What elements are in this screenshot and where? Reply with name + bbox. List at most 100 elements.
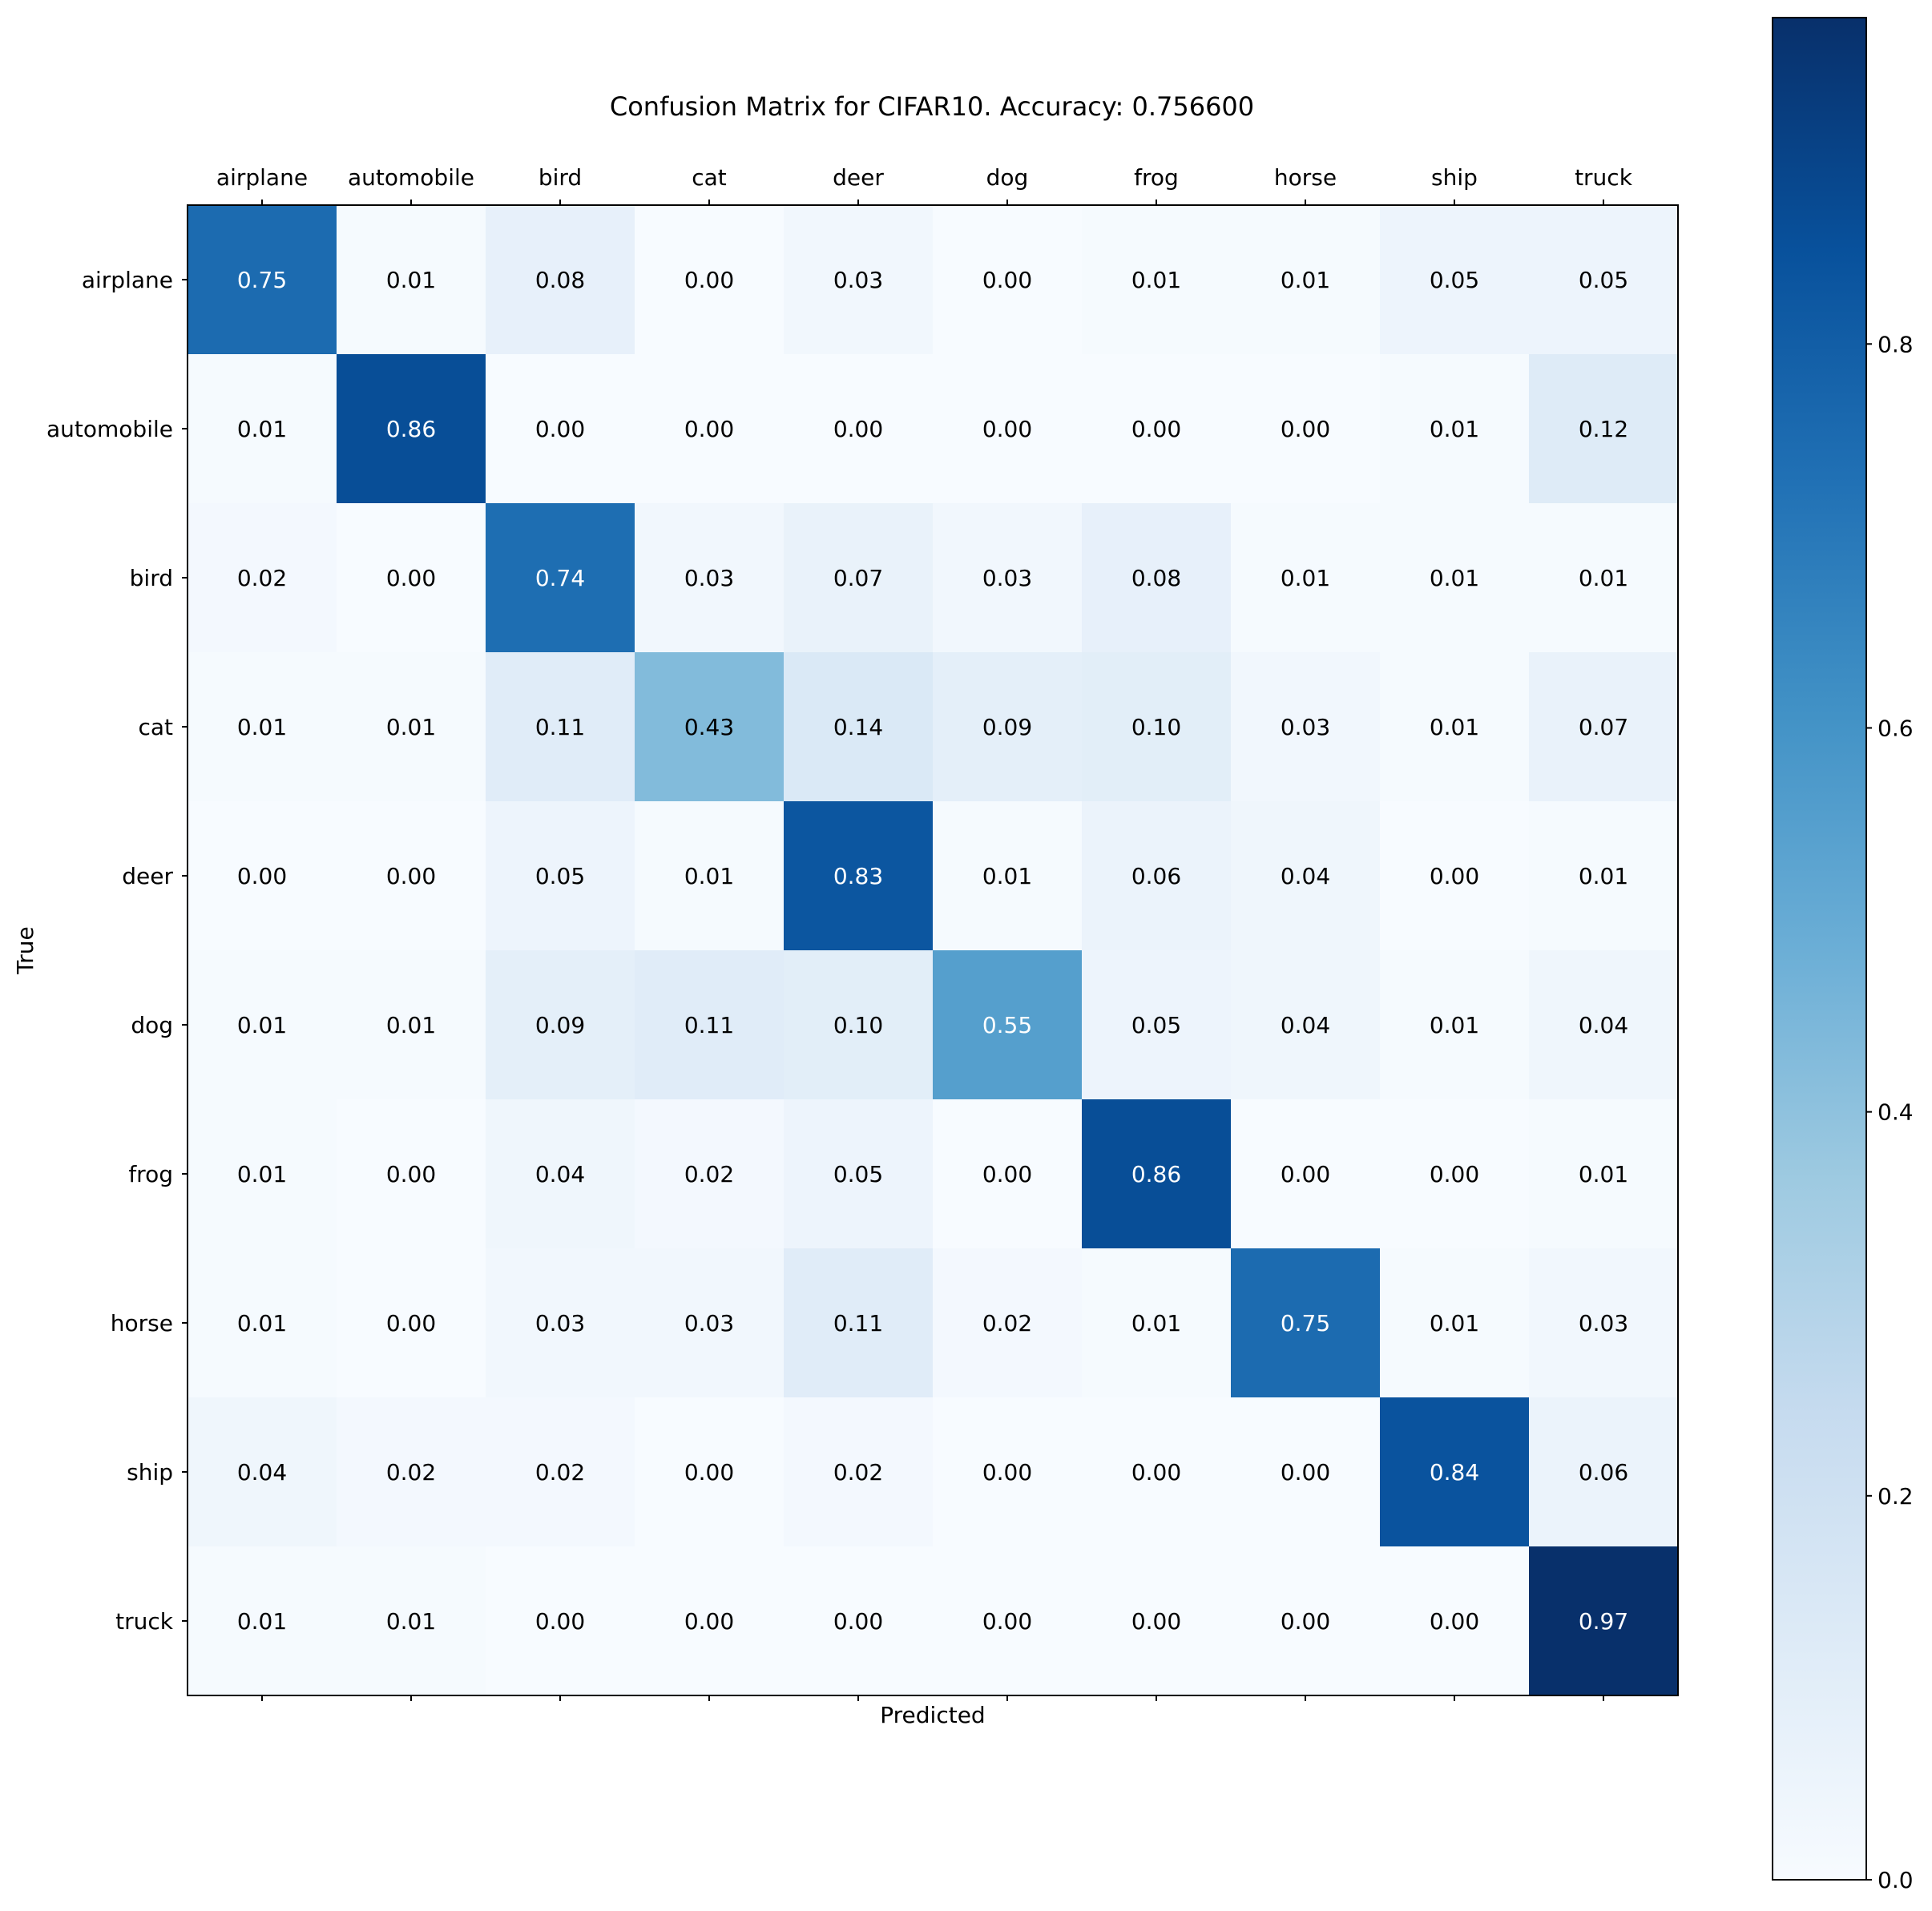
cell-value-label: 0.00: [1131, 1608, 1181, 1635]
y-axis-label: True: [12, 926, 38, 974]
cell-value-label: 0.12: [1579, 416, 1628, 442]
heatmap-cell-dog-automobile: [337, 950, 486, 1100]
heatmap-cell-deer-airplane: [188, 801, 337, 951]
cell-value-label: 0.01: [1430, 714, 1479, 740]
cell-value-label: 0.00: [1430, 1161, 1479, 1187]
cell-value-label: 0.02: [386, 1459, 436, 1486]
heatmap-cell-airplane-frog: [1082, 205, 1232, 355]
heatmap-cell-ship-airplane: [188, 1397, 337, 1547]
heatmap-cell-automobile-dog: [933, 354, 1083, 504]
colorbar-tick-label: 0.6: [1878, 715, 1914, 741]
cell-value-label: 0.06: [1579, 1459, 1628, 1486]
y-tick-label: truck: [115, 1608, 174, 1635]
x-tick-label: truck: [1575, 164, 1633, 191]
colorbar-tick-label: 0.4: [1878, 1099, 1914, 1126]
heatmap-cell-airplane-horse: [1231, 205, 1381, 355]
cell-value-label: 0.01: [1281, 565, 1330, 591]
colorbar-ticks: 0.0 0.2 0.4 0.6 0.8: [1866, 331, 1914, 1893]
heatmap-cell-automobile-automobile: [337, 354, 486, 504]
heatmap-cell-cat-horse: [1231, 652, 1381, 802]
cell-value-label: 0.14: [833, 714, 883, 740]
cell-value-label: 0.03: [1579, 1310, 1628, 1336]
heatmap-cell-horse-frog: [1082, 1248, 1232, 1398]
y-axis-ticks: airplane automobile bird cat deer dog frog hors…: [46, 267, 188, 1635]
heatmap-cell-truck-ship: [1380, 1546, 1530, 1696]
heatmap-cell-horse-automobile: [337, 1248, 486, 1398]
heatmap-cell-airplane-bird: [486, 205, 635, 355]
heatmap-cell-automobile-ship: [1380, 354, 1530, 504]
cell-value-label: 0.00: [684, 416, 734, 442]
heatmap-cell-horse-airplane: [188, 1248, 337, 1398]
cell-value-label: 0.02: [535, 1459, 585, 1486]
heatmap-cell-dog-truck: [1529, 950, 1679, 1100]
heatmap-cell-truck-airplane: [188, 1546, 337, 1696]
heatmap-cell-cat-deer: [784, 652, 934, 802]
heatmap-cell-automobile-frog: [1082, 354, 1232, 504]
cell-value-label: 0.02: [982, 1310, 1032, 1336]
heatmap-cell-ship-bird: [486, 1397, 635, 1547]
heatmap-cell-bird-frog: [1082, 503, 1232, 653]
cell-value-label: 0.10: [1131, 714, 1181, 740]
cell-value-label: 0.01: [386, 714, 436, 740]
cell-value-label: 0.01: [237, 416, 287, 442]
heatmap-cell-frog-cat: [635, 1099, 784, 1249]
cell-value-label: 0.02: [833, 1459, 883, 1486]
heatmap-cell-cat-ship: [1380, 652, 1530, 802]
cell-value-label: 0.00: [833, 1608, 883, 1635]
cell-value-label: 0.01: [237, 1310, 287, 1336]
heatmap-cell-horse-bird: [486, 1248, 635, 1398]
heatmap-cell-deer-truck: [1529, 801, 1679, 951]
heatmap-cell-bird-deer: [784, 503, 934, 653]
cell-value-label: 0.04: [1281, 863, 1330, 889]
cell-value-label: 0.75: [237, 267, 287, 293]
heatmap-cell-automobile-horse: [1231, 354, 1381, 504]
heatmap-cell-deer-automobile: [337, 801, 486, 951]
heatmap-cell-deer-deer: [784, 801, 934, 951]
x-axis-ticks: airplane automobile bird cat deer dog frog hors…: [216, 164, 1633, 1701]
plot-frame: [187, 204, 1679, 1696]
heatmap-cell-airplane-ship: [1380, 205, 1530, 355]
heatmap-cell-bird-dog: [933, 503, 1083, 653]
cell-value-label: 0.03: [684, 1310, 734, 1336]
heatmap-cell-airplane-airplane: [188, 205, 337, 355]
y-tick-label: bird: [130, 565, 173, 591]
cell-value-label: 0.55: [982, 1012, 1032, 1038]
heatmap-cell-automobile-airplane: [188, 354, 337, 504]
cell-value-label: 0.06: [1131, 863, 1181, 889]
x-tick-label: cat: [692, 164, 727, 191]
heatmap-cell-frog-dog: [933, 1099, 1083, 1249]
cell-value-label: 0.00: [833, 416, 883, 442]
cell-value-label: 0.00: [1281, 1459, 1330, 1486]
heatmap-cell-bird-cat: [635, 503, 784, 653]
cell-value-label: 0.01: [1430, 1012, 1479, 1038]
cell-value-label: 0.86: [386, 416, 436, 442]
heatmap-cell-bird-horse: [1231, 503, 1381, 653]
y-tick-label: ship: [127, 1459, 173, 1486]
cell-value-label: 0.05: [1579, 267, 1628, 293]
cell-value-label: 0.00: [1281, 1161, 1330, 1187]
x-tick-label: automobile: [348, 164, 474, 191]
cell-value-label: 0.03: [535, 1310, 585, 1336]
cell-value-label: 0.00: [982, 416, 1032, 442]
cell-value-label: 0.00: [684, 1608, 734, 1635]
heatmap-cell-horse-dog: [933, 1248, 1083, 1398]
heatmap-cell-bird-automobile: [337, 503, 486, 653]
cell-value-label: 0.00: [982, 1608, 1032, 1635]
cell-value-label: 0.03: [833, 267, 883, 293]
y-tick-label: airplane: [82, 267, 173, 293]
cell-value-label: 0.01: [386, 1608, 436, 1635]
heatmap-cell-truck-cat: [635, 1546, 784, 1696]
heatmap-cell-truck-automobile: [337, 1546, 486, 1696]
x-tick-label: deer: [833, 164, 884, 191]
cell-value-label: 0.75: [1281, 1310, 1330, 1336]
cell-value-label: 0.00: [237, 863, 287, 889]
cell-value-label: 0.00: [1131, 416, 1181, 442]
heatmap-cell-frog-ship: [1380, 1099, 1530, 1249]
heatmap-cell-dog-airplane: [188, 950, 337, 1100]
cell-value-label: 0.86: [1131, 1161, 1181, 1187]
cell-value-label: 0.09: [982, 714, 1032, 740]
cell-value-label: 0.03: [1281, 714, 1330, 740]
cell-value-label: 0.01: [386, 267, 436, 293]
colorbar-tick-label: 0.2: [1878, 1483, 1914, 1510]
heatmap-cell-truck-dog: [933, 1546, 1083, 1696]
